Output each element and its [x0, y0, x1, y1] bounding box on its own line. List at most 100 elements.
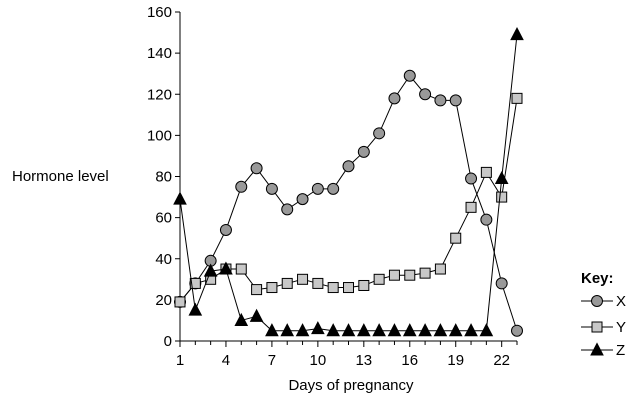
series-y-point	[281, 277, 293, 289]
series-z-point	[219, 261, 233, 275]
series-y-point	[343, 282, 354, 294]
series-z	[173, 27, 524, 337]
series-x-point	[327, 182, 340, 195]
y-tick-label: 140	[147, 45, 172, 62]
y-tick-label: 20	[155, 292, 172, 309]
series-y-point	[511, 92, 523, 104]
series-y-point	[174, 296, 186, 308]
x-tick-label: 1	[176, 352, 184, 369]
legend-marker-triangle	[590, 342, 604, 356]
series-y-point	[480, 166, 492, 178]
series-x-point	[357, 145, 370, 158]
series-z-point	[173, 191, 187, 205]
series-x-point	[403, 69, 416, 82]
series-z-point	[402, 323, 417, 337]
series-x-point	[434, 94, 447, 107]
series-z-point	[234, 312, 249, 326]
x-tick-label: 4	[222, 352, 230, 369]
series-y-point	[297, 273, 309, 285]
series-z-point	[341, 323, 356, 337]
series-z-point	[433, 323, 448, 337]
series-x	[174, 69, 523, 337]
series-x-point	[495, 277, 508, 290]
x-tick-label: 16	[401, 352, 418, 369]
series-y-point	[419, 267, 431, 279]
y-tick-label: 60	[155, 210, 172, 227]
x-tick-label: 22	[493, 352, 510, 369]
legend-entry-z: Z	[581, 342, 625, 359]
series-x-point	[449, 94, 462, 107]
legend-marker-circle	[591, 295, 603, 307]
series-z-point	[372, 323, 386, 337]
series-z-point	[387, 323, 402, 337]
series-y-point	[404, 269, 416, 281]
series-x-point	[419, 88, 432, 101]
series-z-point	[326, 323, 341, 337]
y-axis-label: Hormone level	[12, 168, 109, 185]
series-z-point	[448, 323, 463, 337]
series-y-point	[266, 282, 278, 294]
series-x-point	[296, 193, 309, 206]
series-z-point	[188, 302, 203, 316]
series-y-point	[189, 277, 201, 289]
series-y-point	[434, 263, 446, 275]
y-tick-label: 160	[147, 4, 172, 21]
series-y-point	[496, 191, 508, 203]
legend: Key: XYZ	[581, 270, 626, 359]
series-x-point	[373, 127, 386, 140]
series-x-point	[281, 203, 294, 216]
series-x-point	[265, 182, 278, 195]
x-tick-label: 13	[355, 352, 372, 369]
series-x-point	[250, 162, 263, 175]
x-tick-label: 7	[268, 352, 276, 369]
legend-entry-x: X	[581, 293, 626, 310]
axes: 0 20 40 60 80 100 120 140 160 1 4 7 10 13 16 19 22	[147, 4, 518, 369]
legend-entry-y: Y	[581, 319, 626, 336]
series-x-point	[465, 172, 478, 185]
series-y-point	[358, 279, 370, 291]
y-tick-label: 80	[155, 169, 172, 186]
series-x-point	[342, 160, 355, 173]
y-tick-label: 0	[164, 333, 172, 350]
series-z-point	[280, 323, 295, 337]
series-z-point	[265, 323, 279, 337]
series-y-point	[373, 273, 385, 285]
y-tick-label: 100	[147, 127, 172, 144]
series-y-point	[388, 269, 400, 281]
x-tick-label: 10	[310, 352, 327, 369]
series-x-point	[511, 324, 523, 337]
legend-label: X	[616, 293, 626, 310]
series-x-point	[235, 180, 248, 193]
series-z-point	[203, 263, 218, 277]
x-tick-label: 19	[447, 352, 464, 369]
series-x-point	[480, 213, 493, 226]
series-z-point	[479, 323, 494, 337]
series-z-point	[510, 27, 524, 41]
legend-title: Key:	[581, 270, 614, 287]
series-z-point	[311, 321, 325, 335]
legend-label: Y	[616, 319, 626, 336]
x-axis-label: Days of pregnancy	[288, 377, 414, 394]
series-y-point	[251, 284, 263, 296]
legend-label: Z	[616, 342, 625, 359]
series-y	[174, 92, 523, 308]
series-y-point	[235, 263, 247, 275]
series-x-point	[311, 182, 324, 195]
series-x-point	[388, 92, 401, 105]
series-z-point	[356, 323, 371, 337]
series-z-point	[494, 170, 509, 185]
series-z-point	[249, 308, 264, 322]
series-y-point	[465, 201, 477, 213]
series-y-point	[450, 232, 462, 244]
series-z-point	[418, 323, 432, 337]
y-tick-label: 40	[155, 251, 172, 268]
y-tick-label: 120	[147, 86, 172, 103]
series-layer	[173, 27, 524, 337]
series-y-point	[312, 277, 324, 289]
series-x-point	[219, 223, 232, 236]
series-y-point	[327, 282, 339, 294]
series-z-point	[295, 323, 310, 337]
legend-marker-square	[591, 321, 603, 333]
series-z-point	[464, 323, 478, 337]
